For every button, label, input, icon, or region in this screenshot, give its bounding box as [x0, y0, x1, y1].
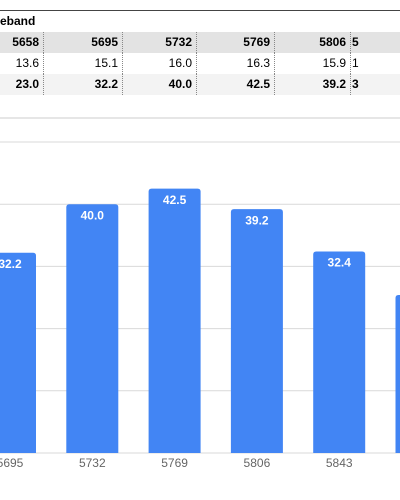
bar — [66, 204, 119, 453]
x-tick-label: 5695 — [0, 456, 24, 470]
cell: 40.0 — [123, 74, 197, 95]
cell: 5 — [352, 35, 359, 49]
cell: 23.0 — [0, 74, 44, 95]
x-tick-label: 5732 — [79, 456, 106, 470]
cell: 5806 — [275, 32, 351, 53]
data-label: 32.2 — [0, 257, 22, 271]
x-tick-label: 5806 — [244, 456, 271, 470]
cell: 15.9 — [275, 53, 351, 74]
cell: 42.5 — [197, 74, 275, 95]
cell: 39.2 — [275, 74, 351, 95]
cell: 13.6 — [0, 53, 44, 74]
data-label: 40.0 — [81, 208, 105, 222]
cell: 5658 — [0, 32, 44, 53]
bar — [0, 252, 36, 453]
bar — [313, 251, 366, 453]
data-label: 42.5 — [163, 193, 187, 207]
x-tick-label: 5843 — [326, 456, 353, 470]
cell: 32.2 — [44, 74, 123, 95]
cell: 5695 — [44, 32, 123, 53]
bar — [395, 295, 400, 453]
cell: 15.1 — [44, 53, 123, 74]
cell: 3 — [352, 77, 359, 91]
cell: 1 — [352, 56, 359, 70]
x-tick-label: 5769 — [161, 456, 188, 470]
bar — [148, 188, 201, 453]
spreadsheet: eband 5658 5695 5732 5769 5806 5 13.6 15.1 16.0 1… — [0, 10, 400, 95]
cell: 16.3 — [197, 53, 275, 74]
cell: 5769 — [197, 32, 275, 53]
cell: 16.0 — [123, 53, 197, 74]
data-label: 39.2 — [245, 213, 269, 227]
data-row: 23.0 32.2 40.0 42.5 39.2 3 — [0, 74, 400, 95]
header-row: 5658 5695 5732 5769 5806 5 — [0, 32, 400, 54]
cell: 5732 — [123, 32, 197, 53]
table-title: eband — [0, 14, 36, 28]
data-label: 32.4 — [328, 256, 352, 270]
bar — [230, 209, 283, 453]
